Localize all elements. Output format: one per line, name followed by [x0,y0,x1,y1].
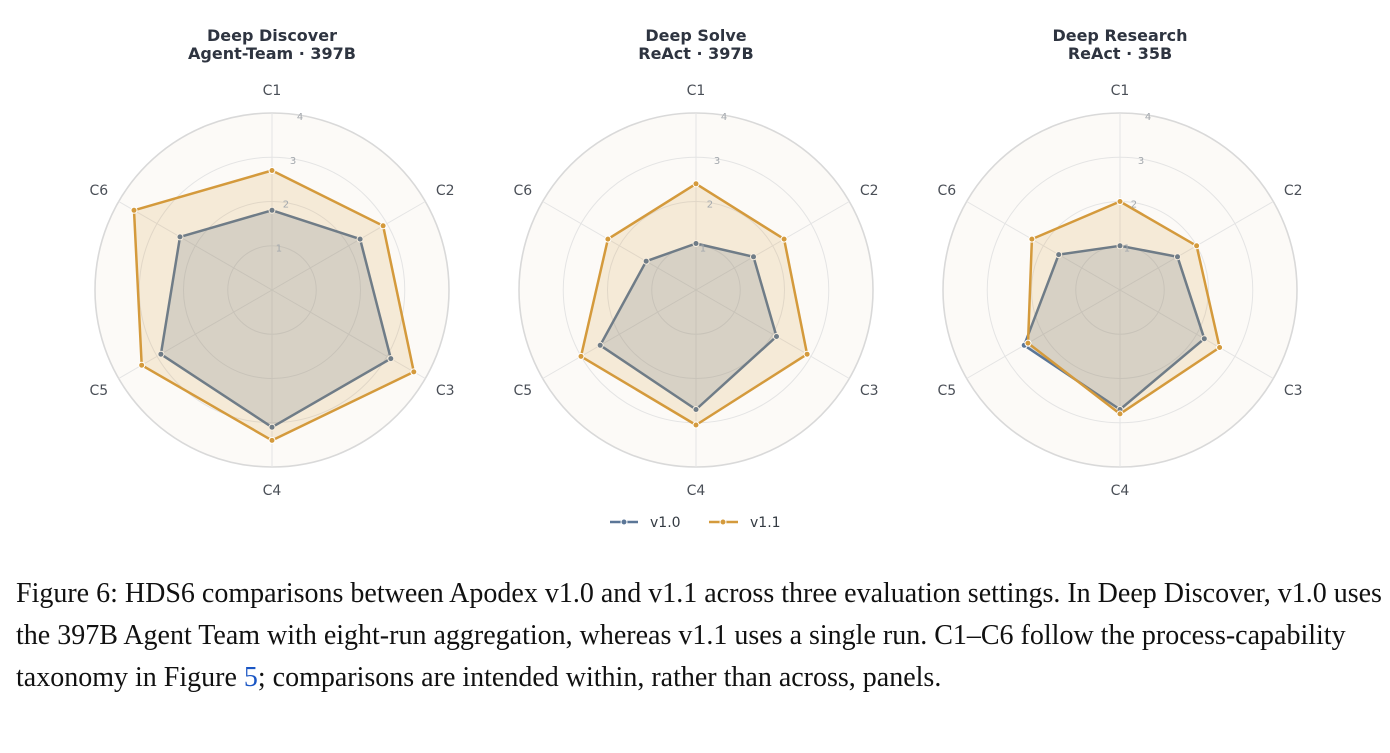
axis-label-c5: C5 [937,383,956,399]
axis-label-c4: C4 [263,483,282,499]
data-point-v1-1 [1116,410,1124,418]
grid-spoke [271,201,426,291]
radar-panel-1: 1 2 3 4 C1 C2 C3 C4 C5 C6 Deep DiscoverAgent-Team … [89,26,454,499]
data-point-v1-0 [596,341,604,349]
tick-label: 4 [297,112,303,123]
tick-label: 1 [700,243,706,254]
axis-label-c5: C5 [89,383,108,399]
data-point-v1-0 [750,253,757,261]
figure-reference-link[interactable]: 5 [243,662,258,693]
tick-label: 2 [1131,200,1137,211]
legend-item-v1-1: v1.1 [709,515,781,531]
grid-spoke [542,289,697,379]
panel-subtitle: Agent-Team · 397B [188,44,356,63]
data-point-v1-0 [157,350,165,358]
data-point-v1-1 [692,421,700,429]
data-point-v1-0 [1200,335,1208,343]
tick-label: 4 [721,112,727,123]
legend-label-v1-1: v1.1 [750,515,781,531]
axis-label-c1: C1 [1111,83,1130,99]
tick-label: 3 [290,156,296,167]
grid-spoke [118,201,273,291]
axis-label-c4: C4 [687,483,706,499]
tick-label: 2 [707,200,713,211]
radar-figure: 1 2 3 4 C1 C2 C3 C4 C5 C6 Deep DiscoverAgent-Team … [89,26,1302,531]
data-point-v1-1 [1028,235,1036,243]
data-point-v1-1 [780,235,788,243]
tick-label: 3 [714,156,720,167]
grid-spoke [542,201,697,291]
axis-label-c6: C6 [89,183,108,199]
axis-label-c1: C1 [263,83,282,99]
data-point-v1-1 [268,436,276,444]
axis-label-c5: C5 [513,383,532,399]
axis-label-c6: C6 [513,183,532,199]
data-point-v1-1 [1193,242,1201,250]
panel-title: Deep Discover [207,26,337,45]
legend: v1.0 v1.1 [610,515,781,531]
data-point-v1-0 [692,240,700,247]
data-point-v1-0 [773,333,780,340]
data-point-v1-1 [1116,198,1124,205]
grid-spoke [1119,289,1274,379]
data-point-v1-1 [577,352,585,360]
caption-text: Figure 6: HDS6 comparisons between Apode… [16,578,1382,693]
data-point-v1-1 [604,235,612,243]
data-point-v1-1 [1216,344,1224,351]
axis-label-c3: C3 [436,383,455,399]
figure-caption: Figure 6: HDS6 comparisons between Apode… [16,573,1382,699]
axis-label-c2: C2 [860,183,879,199]
panel-subtitle: ReAct · 35B [1068,44,1172,63]
data-point-v1-0 [1116,242,1124,250]
grid-spoke [271,289,426,379]
data-point-v1-1 [803,350,811,358]
data-point-v1-0 [642,257,650,265]
data-point-v1-0 [356,235,364,243]
tick-label: 3 [1138,156,1144,167]
panel-subtitle: ReAct · 397B [638,44,754,63]
axis-label-c3: C3 [860,383,879,399]
legend-marker-v1-1 [719,518,727,526]
data-point-v1-1 [268,167,276,174]
axis-label-c2: C2 [1284,183,1303,199]
grid-spoke [966,201,1121,291]
data-point-v1-0 [268,423,276,431]
grid-spoke [966,289,1121,379]
tick-label: 1 [1124,243,1130,254]
tick-label: 4 [1145,112,1151,123]
data-point-v1-1 [379,222,387,230]
axis-label-c4: C4 [1111,483,1130,499]
grid-spoke [695,289,850,379]
data-point-v1-1 [138,361,146,369]
data-point-v1-0 [692,406,700,413]
data-point-v1-1 [410,368,418,376]
data-point-v1-1 [130,206,138,214]
legend-item-v1-0: v1.0 [610,515,681,531]
data-point-v1-0 [268,206,276,214]
grid-spoke [695,201,850,291]
axis-label-c2: C2 [436,183,455,199]
axis-label-c6: C6 [937,183,956,199]
legend-label-v1-0: v1.0 [650,515,681,531]
data-point-v1-1 [1024,339,1032,347]
tick-label: 1 [276,243,282,254]
axis-label-c1: C1 [687,83,706,99]
caption-text-end: ; comparisons are intended within, rathe… [257,662,942,693]
data-point-v1-0 [1174,253,1181,261]
data-point-v1-0 [176,233,184,241]
data-point-v1-0 [1055,251,1063,259]
axis-label-c3: C3 [1284,383,1303,399]
tick-label: 2 [283,200,289,211]
data-point-v1-1 [692,180,700,188]
panel-title: Deep Solve [645,26,746,45]
panel-title: Deep Research [1052,26,1187,45]
legend-marker-v1-0 [620,518,628,526]
data-point-v1-0 [387,355,395,363]
